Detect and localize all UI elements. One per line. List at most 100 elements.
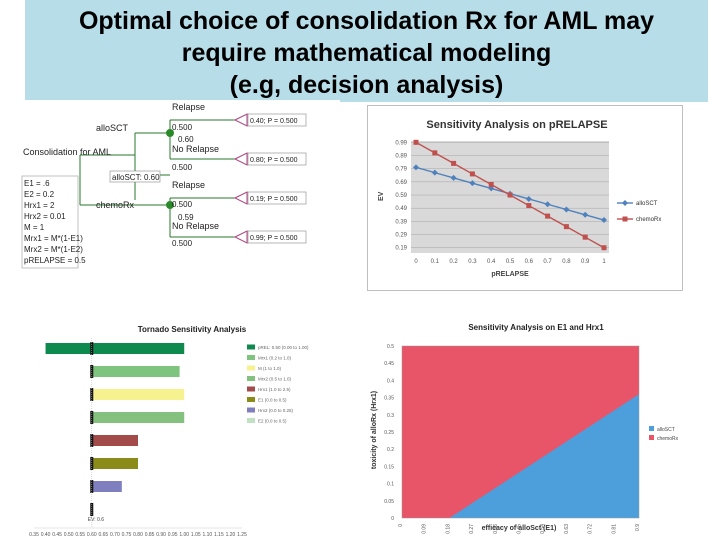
x-tick-label: 1.20 (226, 532, 236, 538)
outcome-2: 0.80; P = 0.500 (250, 157, 298, 164)
tornado-bar (91, 481, 122, 492)
x-tick-label: 0.9 (635, 524, 641, 531)
no-relapse-label-1: No Relapse (172, 144, 219, 154)
slide-title-box: Optimal choice of consolidation Rx for A… (25, 0, 708, 102)
legend-label: Mrx2 (0.5 to 1.0) (258, 377, 292, 382)
area-chart-title: Sensitivity Analysis on E1 and Hrx1 (468, 323, 604, 332)
tree-root-label: Consolidation for AML (23, 147, 111, 157)
terminal-node-icon (233, 113, 248, 127)
area-chart-xlabel: efficacy of alloSct (E1) (482, 525, 557, 532)
x-tick-label: 0.81 (611, 524, 617, 534)
data-point (582, 211, 589, 218)
data-point (488, 181, 494, 187)
x-tick-label: 1.25 (237, 532, 247, 538)
data-point (413, 164, 419, 171)
no-relapse-label-2: No Relapse (172, 221, 219, 231)
x-tick-label: 0.60 (87, 532, 97, 538)
y-tick-label: 0.79 (395, 167, 407, 173)
tornado-bar (91, 366, 180, 377)
chance-node-icon[interactable] (166, 201, 174, 209)
baseline-marker (90, 365, 94, 378)
x-tick-label: 0.4 (487, 259, 496, 265)
y-tick-label: 0.15 (384, 464, 394, 470)
legend-swatch (247, 376, 255, 381)
chance-node-icon[interactable] (166, 129, 174, 137)
x-tick-label: 0.40 (41, 532, 51, 538)
area-chart-ylabel: toxicity of alloRx (Hrx1) (371, 391, 378, 469)
legend-label: E2 (0.0 to 0.5) (258, 419, 287, 424)
x-tick-label: 0.95 (168, 532, 178, 538)
tornado-bar (91, 389, 185, 400)
data-point (601, 245, 607, 251)
branch-alloSCT: alloSCT (96, 123, 129, 133)
y-tick-label: 0.3 (387, 413, 394, 419)
x-tick-label: 0.75 (122, 532, 132, 538)
title-line-2: require mathematical modeling (181, 39, 552, 67)
tornado-bar (91, 412, 185, 423)
legend-swatch (247, 344, 255, 350)
x-tick-label: 0 (414, 259, 418, 265)
y-tick-label: 0.49 (395, 206, 407, 212)
legend-swatch (247, 355, 255, 360)
b2-norelapse-p: 0.500 (172, 239, 193, 248)
terminal-node-icon (233, 230, 248, 244)
plot-border (401, 345, 640, 519)
x-tick-label: 0.27 (469, 524, 475, 534)
tree-param: Hrx1 = 2 (24, 201, 55, 210)
baseline-marker (90, 503, 94, 516)
data-point (469, 171, 475, 177)
data-point (545, 213, 551, 219)
x-tick-label: 0.35 (29, 532, 39, 538)
x-tick-label: 0.85 (145, 532, 155, 538)
x-tick-label: 1.00 (179, 532, 189, 538)
b2-relapse-p: 0.500 (172, 200, 193, 209)
data-point (544, 201, 551, 208)
x-tick-label: 0.9 (581, 259, 590, 265)
x-tick-label: 0.45 (52, 532, 62, 538)
y-tick-label: 0.59 (395, 193, 407, 199)
x-tick-label: 0.50 (64, 532, 74, 538)
data-point (431, 169, 438, 176)
outcome-4: 0.99; P = 0.500 (250, 235, 298, 242)
y-tick-label: 0.35 (384, 396, 394, 402)
outcome-3: 0.19; P = 0.500 (250, 196, 298, 203)
data-point (563, 206, 570, 213)
data-point (582, 234, 588, 240)
data-point (413, 139, 419, 145)
y-tick-label: 0.5 (387, 344, 394, 350)
x-tick-label: 0.72 (588, 524, 594, 534)
y-tick-label: 0.69 (395, 180, 407, 186)
b1-norelapse-p: 0.500 (172, 163, 193, 172)
data-point (507, 192, 513, 198)
tree-param: M = 1 (24, 223, 45, 232)
x-tick-label: 1.15 (214, 532, 224, 538)
x-tick-label: 0.6 (525, 259, 534, 265)
line-chart-ylabel: EV (378, 191, 385, 201)
tree-param: E2 = 0.2 (24, 190, 55, 199)
title-line-3: (e.g, decision analysis) (229, 71, 504, 99)
relapse-label-2: Relapse (172, 180, 205, 190)
x-tick-label: 0 (398, 524, 404, 527)
x-tick-label: 0.54 (540, 524, 546, 534)
x-tick-label: 1 (602, 259, 606, 265)
y-tick-label: 0.25 (384, 430, 394, 436)
y-tick-label: 0.19 (395, 246, 407, 252)
y-tick-label: 0 (391, 516, 394, 522)
x-tick-label: 0.5 (506, 259, 515, 265)
line-chart-title: Sensitivity Analysis on pRELAPSE (426, 119, 607, 131)
legend-marker (622, 200, 628, 206)
data-point (451, 160, 457, 166)
legend-label: alloSCT (636, 201, 658, 207)
data-point (469, 180, 476, 187)
baseline-marker (90, 457, 94, 470)
tree-param: Mrx1 = M*(1-E1) (24, 234, 83, 243)
x-tick-label: 0.70 (110, 532, 120, 538)
y-tick-label: 0.89 (395, 153, 407, 159)
legend-label: M (1 to 1.0) (258, 366, 282, 371)
x-tick-label: 0.2 (449, 259, 458, 265)
data-point (450, 174, 457, 181)
decision-tree: Consolidation for AML alloSCT chemoRx al… (20, 100, 340, 275)
y-tick-label: 0.4 (387, 378, 394, 384)
y-tick-label: 0.45 (384, 361, 394, 367)
x-tick-label: 0.80 (133, 532, 143, 538)
